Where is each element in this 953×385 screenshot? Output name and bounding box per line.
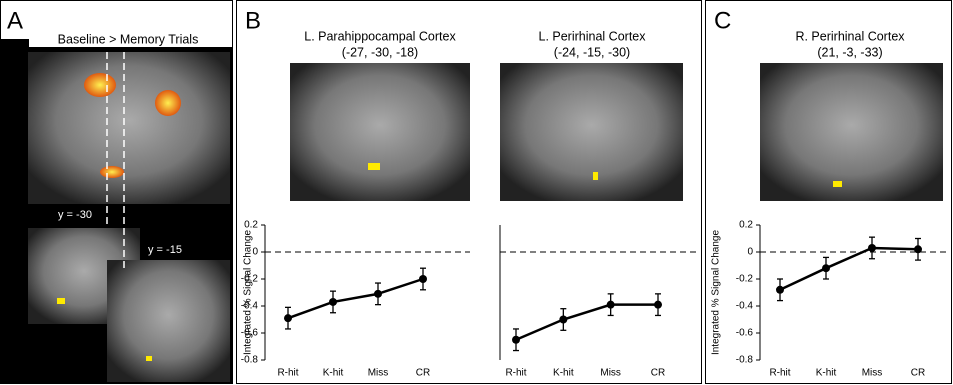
- point: [329, 298, 337, 306]
- y-axis-label: Integrated % Signal Change: [243, 230, 254, 356]
- brain-image: [500, 63, 683, 201]
- x-tick-label: CR: [911, 368, 925, 379]
- x-tick-label: K-hit: [816, 368, 837, 379]
- y-tick-label: -0.4: [736, 301, 754, 312]
- image-coords: (21, -3, -33): [817, 45, 882, 59]
- point: [914, 245, 922, 253]
- point: [559, 316, 567, 324]
- point: [284, 314, 292, 322]
- image-coords: (-27, -30, -18): [342, 45, 418, 59]
- x-tick-label: Miss: [600, 368, 621, 379]
- point: [868, 244, 876, 252]
- y-tick-label: -0.8: [736, 355, 754, 366]
- y-tick-label: -0.6: [736, 328, 754, 339]
- x-tick-label: Miss: [862, 368, 883, 379]
- x-tick-label: K-hit: [553, 368, 574, 379]
- x-tick-label: R-hit: [769, 368, 790, 379]
- activation-blob: [57, 298, 65, 304]
- activation-blob: [368, 163, 380, 170]
- slice-label: y = -30: [58, 209, 92, 221]
- image-title: R. Perirhinal Cortex: [795, 29, 905, 43]
- y-axis-label: Integrated % Signal Change: [711, 230, 722, 356]
- point: [419, 275, 427, 283]
- activation-blob: [593, 172, 598, 180]
- y-tick-label: 0.2: [244, 220, 258, 231]
- panel-letter: B: [245, 7, 261, 34]
- panel-title: Baseline > Memory Trials: [58, 32, 199, 46]
- brain-image: [290, 63, 470, 201]
- y-tick-label: 0: [747, 247, 753, 258]
- slice-label: y = -15: [148, 244, 182, 256]
- x-tick-label: CR: [651, 368, 665, 379]
- figure: A A Baseline > Memory Trials y = -30 y =…: [0, 0, 953, 385]
- y-tick-label: -0.8: [241, 355, 259, 366]
- panel-letter: C: [714, 7, 731, 34]
- x-tick-label: R-hit: [505, 368, 526, 379]
- sagittal-image: [28, 52, 230, 204]
- point: [374, 290, 382, 298]
- image-title: L. Perirhinal Cortex: [539, 29, 647, 43]
- point: [776, 286, 784, 294]
- x-tick-label: R-hit: [277, 368, 298, 379]
- y-tick-label: 0.2: [739, 220, 753, 231]
- point: [512, 336, 520, 344]
- activation-blob: [100, 166, 124, 178]
- activation-blob: [146, 356, 152, 361]
- y-tick-label: -0.2: [736, 274, 754, 285]
- activation-blob: [84, 73, 116, 97]
- x-tick-label: CR: [416, 368, 430, 379]
- activation-blob: [155, 90, 181, 116]
- point: [607, 301, 615, 309]
- image-title: L. Parahippocampal Cortex: [304, 29, 456, 43]
- image-coords: (-24, -15, -30): [554, 45, 630, 59]
- point: [822, 264, 830, 272]
- point: [654, 301, 662, 309]
- x-tick-label: K-hit: [323, 368, 344, 379]
- activation-blob: [833, 181, 842, 187]
- panel-letter: A: [7, 7, 23, 34]
- coronal-image: [107, 260, 230, 382]
- brain-image: [760, 63, 943, 201]
- x-tick-label: Miss: [368, 368, 389, 379]
